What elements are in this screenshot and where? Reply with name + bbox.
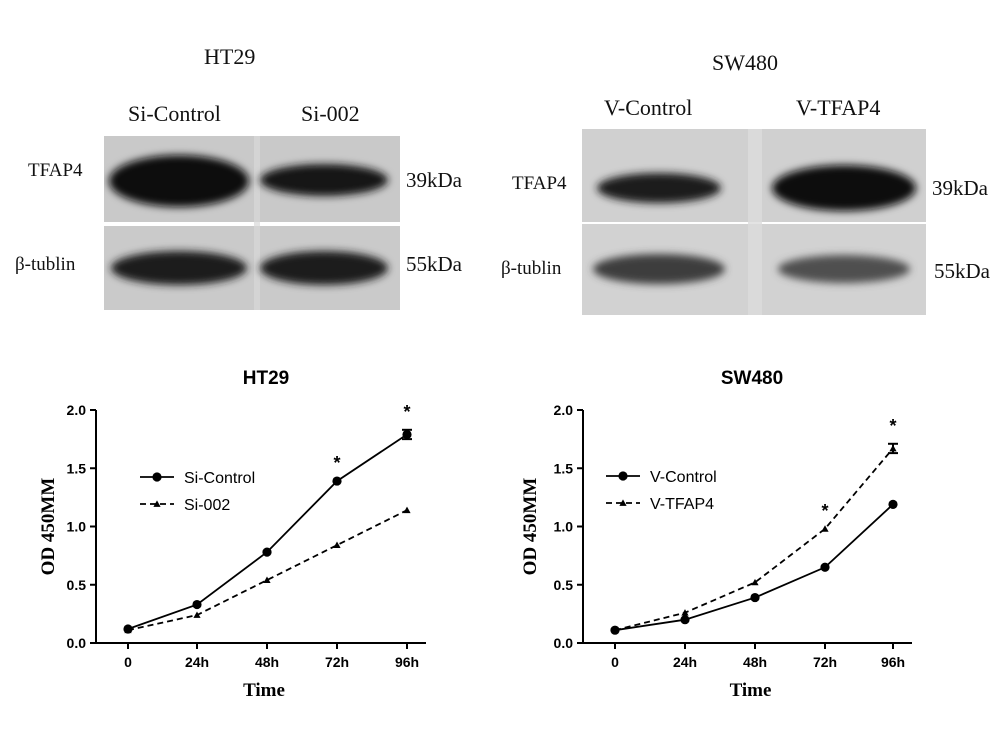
x-tick-label: 48h — [255, 654, 279, 670]
x-tick-label: 48h — [743, 654, 767, 670]
legend-marker-v-tfap4 — [619, 499, 627, 506]
chart-title: HT29 — [243, 368, 289, 389]
data-point-v-tfap4 — [611, 626, 619, 634]
legend-marker-si-002 — [153, 500, 161, 507]
line-chart-sw480: SW480 0.0 0.5 1.0 1.5 2.0 0 24h 48h 72h 96h Time OD … — [520, 368, 912, 701]
data-point-v-control — [680, 615, 690, 625]
y-tick-label: 0.5 — [67, 577, 87, 593]
line-chart-ht29: HT29 0.0 0.5 1.0 1.5 2.0 0 24h 48h 72h 96h Time OD 4… — [38, 368, 426, 701]
western-blot-sw480 — [582, 129, 926, 315]
y-tick-label: 0.5 — [554, 577, 574, 593]
kda-label-tfap4-sw480: 39kDa — [932, 176, 988, 200]
y-tick-label: 0.0 — [67, 635, 87, 651]
legend-marker-v-control — [618, 471, 628, 481]
x-tick-label: 24h — [673, 654, 697, 670]
lane-label-si-002: Si-002 — [301, 101, 360, 126]
data-point-v-control — [750, 592, 760, 603]
x-axis-label: Time — [730, 680, 772, 701]
x-tick-label: 96h — [395, 654, 419, 670]
series-si-002 — [124, 506, 411, 634]
y-tick-label: 1.0 — [67, 519, 87, 535]
chart-title: SW480 — [721, 368, 783, 389]
kda-label-tfap4-ht29: 39kDa — [406, 168, 462, 192]
legend-marker-si-control — [152, 472, 162, 482]
x-axis-label: Time — [243, 680, 285, 701]
y-axis-label: OD 450MM — [38, 478, 59, 576]
band-tublin-v-tfap4 — [778, 255, 910, 283]
lane-label-v-tfap4: V-TFAP4 — [796, 95, 881, 120]
significance-marker: * — [333, 453, 340, 473]
y-tick-label: 2.0 — [67, 402, 87, 418]
chart-legend: Si-Control Si-002 — [140, 470, 255, 514]
data-point-si-control — [262, 547, 272, 557]
x-tick-label: 72h — [325, 654, 349, 670]
data-point-si-control — [192, 599, 202, 610]
data-point-v-tfap4 — [889, 444, 897, 452]
kda-label-tublin-sw480: 55kDa — [934, 259, 990, 283]
row-label-tfap4-ht29: TFAP4 — [28, 160, 83, 181]
y-tick-label: 0.0 — [554, 635, 574, 651]
band-tfap4-si-control — [109, 155, 249, 207]
series-line-si-002 — [127, 509, 408, 632]
x-tick-label: 24h — [185, 654, 209, 670]
data-point-v-tfap4 — [751, 578, 759, 586]
legend-label-v-control: V-Control — [650, 469, 717, 486]
data-point-si-002 — [124, 626, 132, 634]
series-v-control — [610, 499, 898, 635]
data-point-si-002 — [263, 576, 271, 583]
data-point-si-002 — [193, 611, 201, 618]
data-point-si-002 — [403, 506, 411, 514]
lane-label-v-control: V-Control — [604, 95, 693, 120]
y-tick-label: 1.5 — [554, 460, 574, 476]
data-point-si-control — [332, 476, 342, 486]
lane-label-si-control: Si-Control — [128, 101, 221, 126]
row-label-tublin-sw480: β-tublin — [501, 258, 562, 279]
series-line-si-control — [127, 433, 408, 630]
blot-title-ht29: HT29 — [204, 44, 256, 69]
kda-label-tublin-ht29: 55kDa — [406, 252, 462, 276]
band-tfap4-v-control — [597, 173, 721, 203]
band-tublin-si-control — [111, 251, 247, 285]
y-tick-label: 1.0 — [554, 519, 574, 535]
blot-title-sw480: SW480 — [712, 50, 778, 75]
significance-marker: * — [821, 501, 828, 521]
series-v-tfap4 — [611, 442, 898, 634]
band-tfap4-v-tfap4 — [772, 165, 916, 211]
band-tublin-si-002 — [260, 251, 388, 285]
y-tick-label: 1.5 — [67, 460, 87, 476]
data-point-si-002 — [333, 541, 341, 549]
chart-legend: V-Control V-TFAP4 — [606, 469, 717, 513]
data-point-v-control — [888, 499, 898, 509]
x-tick-label: 0 — [611, 654, 619, 670]
x-tick-label: 0 — [124, 654, 132, 670]
x-tick-label: 72h — [813, 654, 837, 670]
data-point-v-tfap4 — [821, 525, 829, 532]
data-point-v-tfap4 — [681, 609, 689, 616]
legend-label-si-002: Si-002 — [184, 497, 230, 514]
x-tick-label: 96h — [881, 654, 905, 670]
significance-marker: * — [403, 402, 410, 422]
series-si-control — [123, 428, 412, 634]
row-label-tublin-ht29: β-tublin — [15, 254, 76, 275]
data-point-v-control — [820, 562, 830, 572]
band-tfap4-si-002 — [260, 164, 388, 196]
y-tick-label: 2.0 — [554, 402, 574, 418]
data-point-si-control — [402, 429, 412, 440]
legend-label-v-tfap4: V-TFAP4 — [650, 496, 714, 513]
row-label-tfap4-sw480: TFAP4 — [512, 173, 567, 194]
series-line-v-control — [614, 503, 894, 632]
significance-marker: * — [889, 416, 896, 436]
legend-label-si-control: Si-Control — [184, 470, 255, 487]
series-line-v-tfap4 — [614, 447, 894, 632]
band-tublin-v-control — [593, 254, 725, 284]
y-axis-label: OD 450MM — [520, 478, 541, 576]
western-blot-ht29 — [104, 136, 400, 310]
